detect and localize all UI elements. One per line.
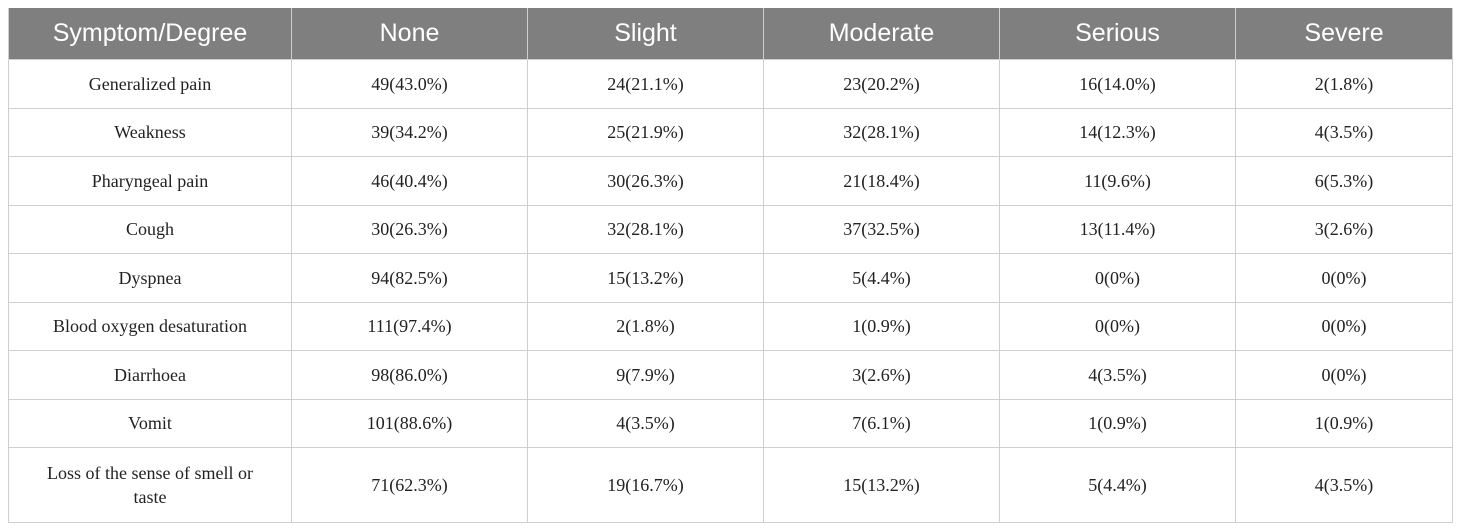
cell-slight: 15(13.2%): [527, 253, 764, 303]
table-row: Pharyngeal pain 46(40.4%) 30(26.3%) 21(1…: [8, 156, 1453, 206]
cell-none: 101(88.6%): [291, 398, 528, 448]
cell-severe: 6(5.3%): [1235, 156, 1453, 206]
cell-serious: 1(0.9%): [999, 398, 1236, 448]
row-label: Diarrhoea: [8, 350, 292, 400]
cell-moderate: 15(13.2%): [763, 447, 1000, 523]
cell-severe: 0(0%): [1235, 301, 1453, 351]
cell-slight: 30(26.3%): [527, 156, 764, 206]
table-row: Dyspnea 94(82.5%) 15(13.2%) 5(4.4%) 0(0%…: [8, 253, 1453, 303]
cell-slight: 9(7.9%): [527, 350, 764, 400]
cell-slight: 19(16.7%): [527, 447, 764, 523]
header-none: None: [291, 8, 528, 60]
cell-moderate: 32(28.1%): [763, 107, 1000, 157]
cell-moderate: 1(0.9%): [763, 301, 1000, 351]
cell-moderate: 21(18.4%): [763, 156, 1000, 206]
table-row: Weakness 39(34.2%) 25(21.9%) 32(28.1%) 1…: [8, 107, 1453, 157]
table-body: Generalized pain 49(43.0%) 24(21.1%) 23(…: [8, 59, 1453, 523]
cell-none: 111(97.4%): [291, 301, 528, 351]
cell-severe: 3(2.6%): [1235, 204, 1453, 254]
cell-severe: 1(0.9%): [1235, 398, 1453, 448]
cell-none: 46(40.4%): [291, 156, 528, 206]
cell-moderate: 37(32.5%): [763, 204, 1000, 254]
cell-serious: 14(12.3%): [999, 107, 1236, 157]
header-moderate: Moderate: [763, 8, 1000, 60]
row-label: Loss of the sense of smell or taste: [8, 447, 292, 523]
cell-none: 49(43.0%): [291, 59, 528, 109]
cell-moderate: 7(6.1%): [763, 398, 1000, 448]
symptom-table-container: Symptom/Degree None Slight Moderate Seri…: [8, 8, 1453, 523]
table-row: Vomit 101(88.6%) 4(3.5%) 7(6.1%) 1(0.9%)…: [8, 398, 1453, 448]
cell-serious: 0(0%): [999, 253, 1236, 303]
cell-severe: 4(3.5%): [1235, 447, 1453, 523]
header-severe: Severe: [1235, 8, 1453, 60]
cell-slight: 4(3.5%): [527, 398, 764, 448]
cell-serious: 5(4.4%): [999, 447, 1236, 523]
header-serious: Serious: [999, 8, 1236, 60]
cell-moderate: 23(20.2%): [763, 59, 1000, 109]
header-symptom-degree: Symptom/Degree: [8, 8, 292, 60]
cell-none: 71(62.3%): [291, 447, 528, 523]
cell-serious: 16(14.0%): [999, 59, 1236, 109]
cell-none: 98(86.0%): [291, 350, 528, 400]
cell-serious: 0(0%): [999, 301, 1236, 351]
header-slight: Slight: [527, 8, 764, 60]
cell-slight: 2(1.8%): [527, 301, 764, 351]
row-label: Dyspnea: [8, 253, 292, 303]
row-label: Pharyngeal pain: [8, 156, 292, 206]
symptom-degree-table: Symptom/Degree None Slight Moderate Seri…: [8, 8, 1453, 523]
cell-none: 39(34.2%): [291, 107, 528, 157]
row-label: Blood oxygen desaturation: [8, 301, 292, 351]
header-row: Symptom/Degree None Slight Moderate Seri…: [8, 8, 1453, 60]
cell-slight: 24(21.1%): [527, 59, 764, 109]
cell-severe: 4(3.5%): [1235, 107, 1453, 157]
cell-severe: 2(1.8%): [1235, 59, 1453, 109]
cell-serious: 13(11.4%): [999, 204, 1236, 254]
cell-slight: 25(21.9%): [527, 107, 764, 157]
row-label: Weakness: [8, 107, 292, 157]
table-header: Symptom/Degree None Slight Moderate Seri…: [8, 8, 1453, 60]
row-label: Vomit: [8, 398, 292, 448]
cell-none: 94(82.5%): [291, 253, 528, 303]
row-label: Generalized pain: [8, 59, 292, 109]
cell-none: 30(26.3%): [291, 204, 528, 254]
table-row: Blood oxygen desaturation 111(97.4%) 2(1…: [8, 301, 1453, 351]
cell-serious: 4(3.5%): [999, 350, 1236, 400]
cell-severe: 0(0%): [1235, 350, 1453, 400]
row-label: Cough: [8, 204, 292, 254]
table-row: Cough 30(26.3%) 32(28.1%) 37(32.5%) 13(1…: [8, 204, 1453, 254]
cell-slight: 32(28.1%): [527, 204, 764, 254]
cell-moderate: 5(4.4%): [763, 253, 1000, 303]
table-row: Generalized pain 49(43.0%) 24(21.1%) 23(…: [8, 59, 1453, 109]
table-row: Diarrhoea 98(86.0%) 9(7.9%) 3(2.6%) 4(3.…: [8, 350, 1453, 400]
cell-moderate: 3(2.6%): [763, 350, 1000, 400]
cell-severe: 0(0%): [1235, 253, 1453, 303]
table-row: Loss of the sense of smell or taste 71(6…: [8, 447, 1453, 523]
cell-serious: 11(9.6%): [999, 156, 1236, 206]
